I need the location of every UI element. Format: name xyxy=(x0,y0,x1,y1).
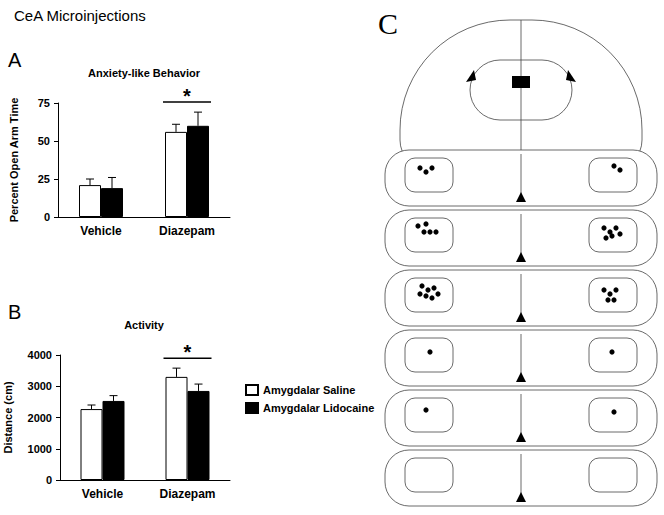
svg-text:A: A xyxy=(8,49,22,71)
svg-text:25: 25 xyxy=(38,173,50,185)
svg-text:Distance (cm): Distance (cm) xyxy=(2,381,14,453)
svg-text:B: B xyxy=(8,301,21,323)
svg-text:3000: 3000 xyxy=(28,380,52,392)
svg-text:*: * xyxy=(183,85,191,107)
svg-text:50: 50 xyxy=(38,135,50,147)
svg-text:Activity: Activity xyxy=(124,319,165,331)
svg-text:Anxiety-like Behavior: Anxiety-like Behavior xyxy=(88,67,201,79)
svg-text:1000: 1000 xyxy=(28,443,52,455)
svg-text:0: 0 xyxy=(46,474,52,486)
svg-text:Diazepam: Diazepam xyxy=(159,224,215,238)
svg-text:CeA Microinjections: CeA Microinjections xyxy=(14,7,146,24)
svg-text:Vehicle: Vehicle xyxy=(80,224,122,238)
svg-text:Percent Open Arm Time: Percent Open Arm Time xyxy=(8,98,20,223)
svg-text:Amygdalar Saline: Amygdalar Saline xyxy=(263,384,355,396)
svg-text:75: 75 xyxy=(38,97,50,109)
svg-text:Diazepam: Diazepam xyxy=(159,487,215,501)
svg-text:*: * xyxy=(184,341,192,363)
svg-text:C: C xyxy=(378,7,398,40)
svg-text:Amygdalar Lidocaine: Amygdalar Lidocaine xyxy=(263,402,374,414)
svg-text:2000: 2000 xyxy=(28,412,52,424)
svg-text:Vehicle: Vehicle xyxy=(82,487,124,501)
svg-text:4000: 4000 xyxy=(28,349,52,361)
svg-text:0: 0 xyxy=(44,211,50,223)
